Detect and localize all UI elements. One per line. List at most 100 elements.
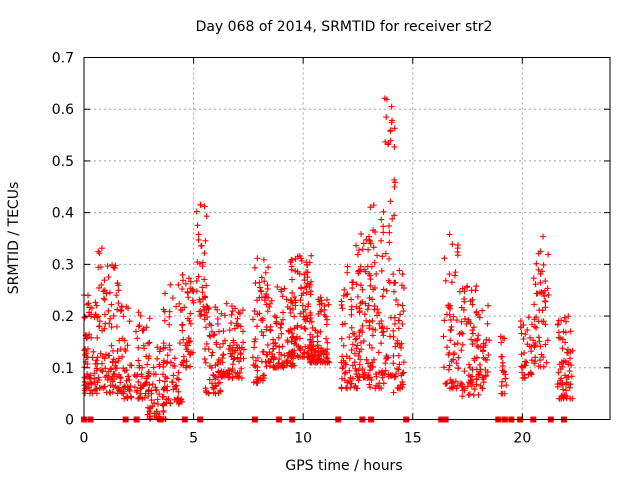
data-point xyxy=(458,347,465,354)
data-point xyxy=(380,286,387,293)
data-point xyxy=(176,340,183,347)
data-point xyxy=(213,341,220,348)
data-point xyxy=(392,373,399,380)
data-point xyxy=(210,385,217,392)
data-point xyxy=(461,368,468,375)
data-point xyxy=(126,386,133,393)
data-point xyxy=(166,321,173,328)
data-point xyxy=(135,309,142,316)
data-point xyxy=(93,390,100,397)
data-point xyxy=(338,335,345,342)
data-point xyxy=(97,366,104,373)
data-point xyxy=(323,335,330,342)
data-point xyxy=(267,359,274,366)
data-point xyxy=(366,325,373,332)
data-point xyxy=(365,360,372,367)
data-point xyxy=(83,354,90,361)
data-point xyxy=(367,238,374,245)
data-point xyxy=(459,330,466,337)
data-point xyxy=(469,327,476,334)
data-point xyxy=(383,287,390,294)
data-point xyxy=(363,356,370,363)
data-point xyxy=(538,289,545,296)
data-point xyxy=(554,381,561,388)
data-point xyxy=(201,293,208,300)
data-point xyxy=(503,382,510,389)
data-point xyxy=(455,364,462,371)
data-point xyxy=(160,363,167,370)
data-point xyxy=(126,387,133,394)
data-point xyxy=(175,369,182,376)
data-point xyxy=(288,266,295,273)
data-point xyxy=(453,317,460,324)
data-point xyxy=(528,371,535,378)
data-point xyxy=(339,365,346,372)
data-point xyxy=(459,381,466,388)
data-point xyxy=(185,275,192,282)
data-point xyxy=(370,356,377,363)
data-point xyxy=(387,198,394,205)
data-point xyxy=(447,337,454,344)
data-point xyxy=(173,382,180,389)
data-point xyxy=(348,347,355,354)
data-point xyxy=(202,237,209,244)
data-point xyxy=(207,363,214,370)
data-point xyxy=(137,312,144,319)
data-point xyxy=(556,395,563,402)
data-point xyxy=(464,383,471,390)
data-point xyxy=(530,275,537,282)
data-point xyxy=(306,341,313,348)
data-point xyxy=(86,309,93,316)
data-point xyxy=(161,308,168,315)
data-point xyxy=(140,342,147,349)
data-point xyxy=(202,388,209,395)
data-point xyxy=(283,296,290,303)
data-point xyxy=(372,228,379,235)
data-point xyxy=(272,364,279,371)
data-point xyxy=(371,306,378,313)
data-point xyxy=(291,325,298,332)
data-point xyxy=(278,286,285,293)
data-point xyxy=(102,351,109,358)
tick-labels: 0 0.1 0.2 0.3 0.4 0.5 0.6 0.7 0 5 10 15 20 xyxy=(52,51,532,447)
data-point xyxy=(262,269,269,276)
data-point xyxy=(292,337,299,344)
data-point xyxy=(540,261,547,268)
data-point xyxy=(533,314,540,321)
data-point xyxy=(499,359,506,366)
data-point xyxy=(167,359,174,366)
data-point xyxy=(301,325,308,332)
data-point xyxy=(520,336,527,343)
data-point xyxy=(298,292,305,299)
data-point xyxy=(353,303,360,310)
data-point xyxy=(341,377,348,384)
data-point xyxy=(538,318,545,325)
data-point xyxy=(522,358,529,365)
data-point xyxy=(562,381,569,388)
data-point xyxy=(342,384,349,391)
data-point xyxy=(109,389,116,396)
data-point xyxy=(390,327,397,334)
data-point xyxy=(482,342,489,349)
data-point xyxy=(114,280,121,287)
data-point xyxy=(145,355,152,362)
data-point xyxy=(528,357,535,364)
data-point xyxy=(156,391,163,398)
data-point xyxy=(91,375,98,382)
data-point xyxy=(557,366,564,373)
data-point xyxy=(279,316,286,323)
data-point xyxy=(195,236,202,243)
data-point xyxy=(554,321,561,328)
data-point xyxy=(148,390,155,397)
data-point xyxy=(154,344,161,351)
data-point xyxy=(119,353,126,360)
data-point xyxy=(93,357,100,364)
data-point xyxy=(567,355,574,362)
data-point xyxy=(485,302,492,309)
data-point xyxy=(315,310,322,317)
data-point xyxy=(135,323,142,330)
data-point xyxy=(446,271,453,278)
data-point xyxy=(149,381,156,388)
data-point xyxy=(147,404,154,411)
data-point xyxy=(276,344,283,351)
